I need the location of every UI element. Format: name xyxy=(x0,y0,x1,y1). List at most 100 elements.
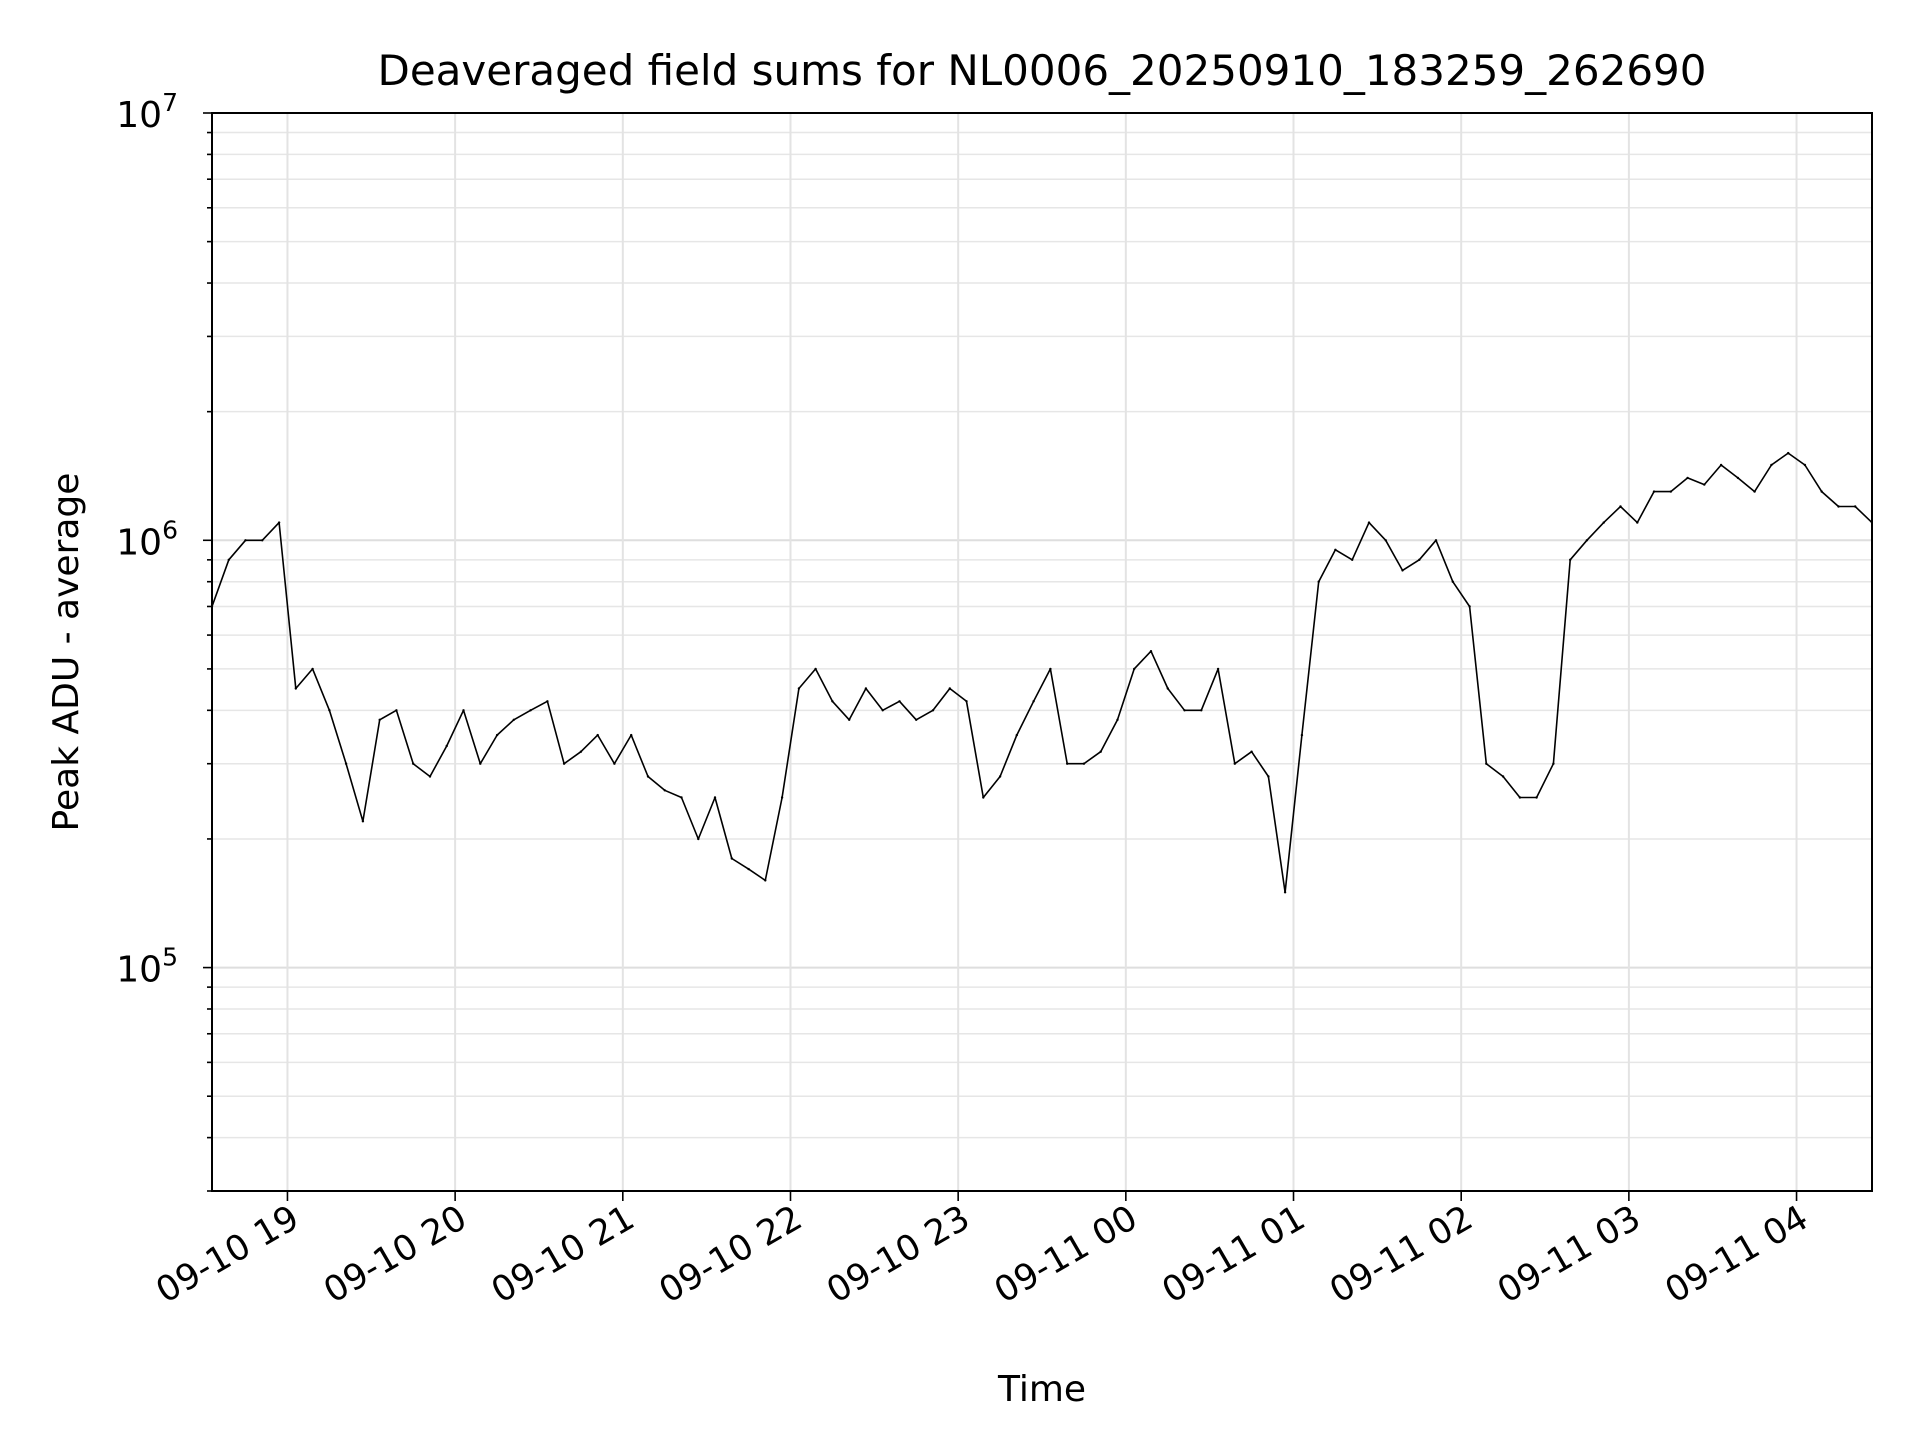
data-point xyxy=(881,709,884,712)
data-point xyxy=(1803,463,1807,467)
y-tick-label: 105 xyxy=(116,943,178,991)
data-point xyxy=(1552,762,1555,765)
series-layer xyxy=(212,451,1872,894)
data-point xyxy=(1032,700,1035,703)
data-point xyxy=(1334,548,1337,551)
data-point xyxy=(1351,558,1354,561)
data-point xyxy=(462,709,465,712)
data-point xyxy=(479,762,482,765)
data-point xyxy=(579,750,583,753)
data-point xyxy=(831,700,834,703)
data-point xyxy=(713,796,717,799)
data-point xyxy=(1753,490,1756,493)
data-point xyxy=(596,733,599,737)
plot-frame xyxy=(211,112,1873,1192)
data-point xyxy=(1569,558,1572,561)
data-point xyxy=(1082,762,1086,765)
data-point xyxy=(1636,521,1639,524)
data-point xyxy=(1602,521,1605,524)
data-point xyxy=(1233,762,1237,765)
data-point xyxy=(1485,762,1488,765)
data-point xyxy=(1317,580,1320,583)
data-point xyxy=(1669,490,1673,493)
data-point xyxy=(931,709,935,712)
data-point xyxy=(1401,569,1404,572)
data-point xyxy=(1267,775,1270,778)
data-point xyxy=(395,709,398,712)
data-point xyxy=(1451,580,1455,583)
data-point xyxy=(546,700,549,703)
data-point xyxy=(328,709,331,712)
data-point xyxy=(344,762,348,765)
y-tick-exponent: 6 xyxy=(162,515,178,544)
data-point xyxy=(998,775,1002,778)
data-point xyxy=(428,775,432,778)
data-point xyxy=(1619,505,1622,508)
data-point xyxy=(1418,558,1421,561)
data-point xyxy=(1066,762,1069,765)
data-point xyxy=(1300,733,1304,737)
chart-title: Deaveraged field sums for NL0006_2025091… xyxy=(378,46,1707,95)
y-tick-label: 107 xyxy=(116,88,178,136)
data-point xyxy=(361,820,365,823)
data-point xyxy=(378,718,381,721)
data-point xyxy=(495,733,499,737)
data-point xyxy=(630,733,633,737)
data-point xyxy=(1518,796,1522,799)
data-point xyxy=(512,718,515,721)
data-point xyxy=(1854,505,1857,508)
data-point xyxy=(965,700,968,703)
data-point xyxy=(864,687,868,690)
y-tick-base: 10 xyxy=(116,950,162,991)
data-point xyxy=(1820,490,1823,493)
data-point xyxy=(1015,733,1018,737)
data-point xyxy=(680,796,683,799)
data-point xyxy=(1367,521,1371,524)
data-point xyxy=(697,837,700,841)
data-point xyxy=(445,744,448,748)
data-point xyxy=(948,687,951,690)
data-point xyxy=(982,796,985,799)
data-point xyxy=(1837,505,1840,508)
data-point xyxy=(1384,539,1387,542)
data-point xyxy=(311,667,314,671)
data-point xyxy=(848,718,851,721)
data-point xyxy=(1434,539,1438,542)
data-point xyxy=(529,709,532,712)
data-point xyxy=(1283,891,1287,894)
data-point xyxy=(1719,463,1723,467)
data-point xyxy=(1787,451,1790,455)
data-point xyxy=(1703,483,1706,486)
data-point xyxy=(227,558,230,561)
y-tick-exponent: 5 xyxy=(162,943,178,972)
data-point xyxy=(613,762,616,765)
y-tick-base: 10 xyxy=(116,522,162,563)
data-point xyxy=(1652,490,1656,493)
data-point xyxy=(294,687,297,690)
data-point xyxy=(261,539,264,542)
data-point xyxy=(814,667,817,671)
data-point xyxy=(915,718,918,721)
data-point xyxy=(1116,718,1119,721)
y-tick-label: 106 xyxy=(116,515,178,563)
data-point xyxy=(1099,750,1102,753)
data-point xyxy=(1585,539,1589,542)
data-point xyxy=(1049,667,1052,671)
data-point xyxy=(780,796,784,799)
data-point xyxy=(1535,796,1538,799)
data-point xyxy=(1250,750,1253,753)
data-point xyxy=(1216,667,1220,671)
data-point xyxy=(898,700,901,703)
y-tick-exponent: 7 xyxy=(162,88,178,117)
series-line xyxy=(212,452,1872,894)
y-axis-label: Peak ADU - average xyxy=(46,473,87,832)
data-point xyxy=(1149,650,1153,653)
data-point xyxy=(412,762,415,765)
y-tick-base: 10 xyxy=(116,95,162,136)
data-point xyxy=(747,867,750,871)
data-point xyxy=(1736,476,1740,480)
x-axis-label: Time xyxy=(997,1369,1086,1410)
